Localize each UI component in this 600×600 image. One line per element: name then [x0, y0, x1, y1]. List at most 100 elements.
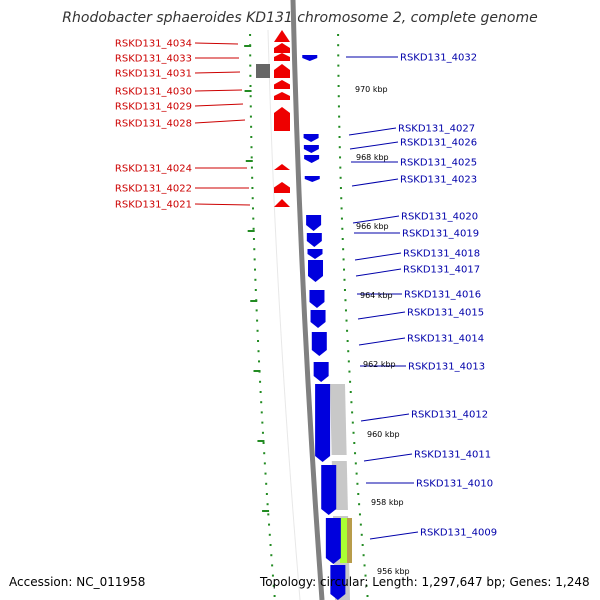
gene-label-reverse[interactable]: RSKD131_4021	[115, 200, 192, 211]
tick-dot	[266, 503, 269, 506]
gene-label-reverse[interactable]: RSKD131_4024	[115, 164, 192, 175]
gene-label-reverse[interactable]: RSKD131_4028	[115, 119, 192, 130]
gene-label-forward[interactable]: RSKD131_4011	[414, 450, 491, 461]
tick-dot	[268, 533, 271, 536]
gene-label-forward[interactable]: RSKD131_4023	[400, 175, 477, 186]
forward-gene-arrow[interactable]	[304, 155, 320, 163]
backbone-outer-arc	[267, 29, 301, 600]
leader-line	[349, 141, 399, 150]
tick-dot	[249, 54, 252, 57]
tick-dot	[361, 544, 364, 546]
tick-dot	[364, 574, 367, 577]
tick-dot	[268, 523, 271, 526]
gene-label-forward[interactable]: RSKD131_4012	[411, 410, 488, 421]
topology-text: Topology: circular; Length: 1,297,647 bp…	[260, 575, 590, 589]
tick-dot	[354, 462, 357, 465]
reverse-gene-arrow[interactable]	[274, 80, 290, 89]
gene-label-forward[interactable]: RSKD131_4026	[400, 138, 477, 149]
tick-dot	[249, 34, 252, 36]
tick-dot	[363, 564, 366, 567]
tick-dot	[253, 258, 256, 261]
tick-dot	[339, 166, 342, 169]
forward-gene-arrow[interactable]	[304, 176, 320, 182]
gene-label-reverse[interactable]: RSKD131_4034	[115, 39, 192, 50]
forward-gene-arrow[interactable]	[313, 362, 329, 382]
tick-dot	[351, 421, 354, 424]
tick-dot	[339, 176, 342, 179]
tick-dot	[337, 34, 340, 36]
gene-label-reverse[interactable]: RSKD131_4033	[115, 54, 192, 65]
gene-label-forward[interactable]: RSKD131_4017	[403, 265, 480, 276]
gene-label-forward[interactable]: RSKD131_4027	[398, 124, 475, 135]
reverse-gene-arrow[interactable]	[274, 199, 290, 207]
gene-label-forward[interactable]: RSKD131_4016	[404, 290, 481, 301]
forward-gene-arrow[interactable]	[308, 260, 324, 282]
gene-label-forward[interactable]: RSKD131_4019	[402, 229, 479, 240]
reverse-gene-arrow[interactable]	[274, 64, 290, 78]
tick-dot	[257, 350, 260, 353]
reverse-gene-arrow[interactable]	[274, 43, 290, 53]
reverse-gene-arrow[interactable]	[274, 107, 290, 131]
tick-dot	[263, 452, 266, 455]
tick-dot	[271, 564, 274, 567]
forward-gene-arrow[interactable]	[325, 518, 341, 564]
tick-dot	[337, 74, 340, 77]
tick-dot	[339, 156, 342, 159]
gene-label-forward[interactable]: RSKD131_4010	[416, 479, 493, 490]
leader-line	[194, 42, 239, 45]
tick-dot	[252, 238, 255, 240]
tick-dot	[353, 442, 356, 444]
scale-label: 956 kbp	[377, 567, 410, 576]
forward-gene-arrow[interactable]	[315, 384, 331, 462]
forward-gene-arrow[interactable]	[330, 565, 346, 600]
gene-label-forward[interactable]: RSKD131_4018	[403, 249, 480, 260]
forward-gene-arrow[interactable]	[307, 249, 323, 259]
forward-gene-arrow[interactable]	[302, 55, 318, 61]
tick-dot	[362, 554, 365, 557]
gene-label-forward[interactable]: RSKD131_4015	[407, 308, 484, 319]
forward-gene-arrow[interactable]	[309, 290, 325, 308]
leader-line	[194, 103, 244, 107]
forward-gene-arrow[interactable]	[311, 332, 327, 356]
reverse-gene-arrow[interactable]	[274, 92, 290, 100]
forward-gene-arrow[interactable]	[306, 233, 322, 247]
tick-dot	[251, 207, 254, 210]
tick-dot	[339, 187, 342, 189]
tick-dot	[265, 482, 268, 485]
tick-dot	[338, 146, 341, 149]
gene-label-forward[interactable]: RSKD131_4013	[408, 362, 485, 373]
reverse-gene-arrow[interactable]	[274, 182, 290, 193]
gene-label-reverse[interactable]: RSKD131_4022	[115, 184, 192, 195]
gene-label-forward[interactable]: RSKD131_4014	[407, 334, 484, 345]
gene-label-reverse[interactable]: RSKD131_4031	[115, 69, 192, 80]
forward-gene-arrow[interactable]	[303, 134, 319, 142]
tick-dot	[338, 125, 341, 128]
reverse-gene-arrow[interactable]	[274, 30, 290, 42]
gene-label-forward[interactable]: RSKD131_4032	[400, 53, 477, 64]
forward-gene-arrow[interactable]	[303, 145, 319, 153]
gene-label-reverse[interactable]: RSKD131_4030	[115, 87, 192, 98]
gene-label-forward[interactable]: RSKD131_4009	[420, 528, 497, 539]
major-tick	[253, 370, 261, 372]
tick-dot	[356, 482, 359, 485]
highlight-segment	[340, 518, 349, 563]
gene-label-forward[interactable]: RSKD131_4020	[401, 212, 478, 223]
tick-dot	[249, 105, 252, 108]
forward-gene-arrow[interactable]	[310, 310, 326, 328]
scale-labels: 970 kbp 968 kbp 966 kbp 964 kbp 962 kbp 960 k…	[355, 85, 410, 576]
reverse-gene-arrow[interactable]	[274, 53, 290, 61]
tick-rails	[244, 34, 369, 597]
gene-label-reverse[interactable]: RSKD131_4029	[115, 102, 192, 113]
tick-dot	[250, 136, 253, 138]
forward-gene-arrow[interactable]	[321, 465, 337, 515]
tick-dot	[343, 278, 346, 281]
tick-dot	[358, 513, 361, 516]
tick-dot	[254, 278, 257, 281]
gene-label-forward[interactable]: RSKD131_4025	[400, 158, 477, 169]
tick-dot	[352, 431, 355, 434]
tick-dot	[271, 574, 274, 577]
reverse-gene-arrow[interactable]	[274, 164, 290, 170]
tick-dot	[262, 442, 265, 444]
forward-gene-arrow[interactable]	[306, 215, 322, 231]
scale-label: 968 kbp	[356, 153, 389, 162]
